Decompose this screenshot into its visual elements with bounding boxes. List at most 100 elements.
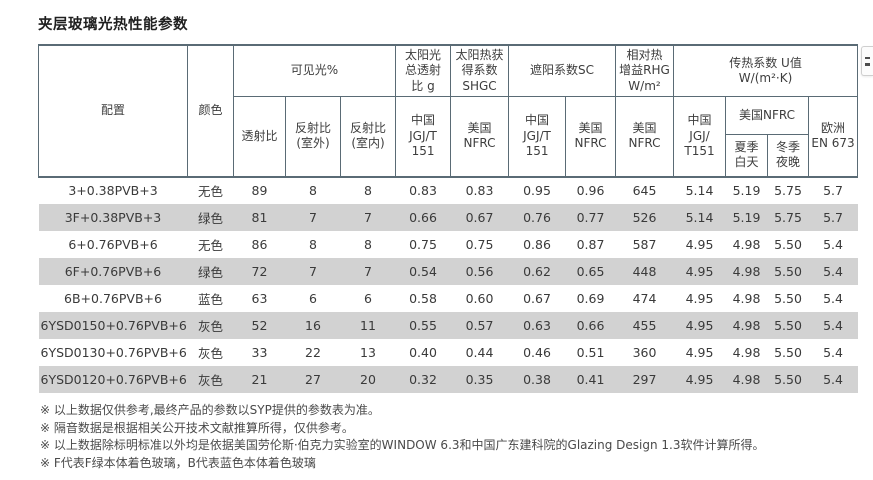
- table-cell: 645: [632, 183, 657, 199]
- table-cell: 455: [632, 317, 657, 333]
- table-cell: 8: [364, 236, 372, 252]
- table-cell: 4.95: [685, 317, 714, 333]
- table-cell: 0.86: [523, 236, 551, 252]
- edge-panel-handle-button[interactable]: [861, 46, 873, 76]
- table-cell: 5.7: [823, 209, 843, 225]
- table-body: 3+0.38PVB+3 无色 89 8 8 0.83 0.83 0.95 0.96 645 5.14…: [38, 177, 858, 393]
- table-cell: 0.38: [523, 371, 551, 387]
- col-header-reflectance-indoor: 反射比 (室内): [339, 96, 397, 178]
- table-cell: 7: [309, 209, 317, 225]
- table-cell: 5.4: [823, 344, 843, 360]
- table-cell: 0.54: [409, 263, 437, 279]
- table-cell: 4.98: [732, 371, 761, 387]
- table-cell: 5.50: [774, 263, 802, 279]
- table-cell: 0.66: [409, 209, 437, 225]
- table-cell: 0.96: [576, 183, 605, 199]
- table-cell: 21: [251, 371, 268, 387]
- table-cell: 0.35: [465, 371, 494, 387]
- col-header-transmittance: 透射比: [233, 96, 286, 178]
- table-cell: 89: [251, 183, 268, 199]
- table-cell: 587: [632, 236, 657, 252]
- table-cell: 无色: [197, 184, 223, 200]
- footnote-line: ※ 隔音数据是根据相关公开技术文献推算所得，仅供参考。: [40, 420, 354, 435]
- table-cell: 5.4: [823, 371, 843, 387]
- col-header-sc-china-jgj: 中国 JGJ/T 151: [508, 96, 567, 178]
- table-cell: 灰色: [197, 372, 223, 388]
- table-cell: 4.98: [732, 236, 761, 252]
- table-cell: 0.67: [523, 290, 551, 306]
- table-cell: 11: [360, 317, 376, 333]
- table-header: 配置 颜色 可见光% 太阳光 总透射 比 g 太阳热获 得系数 SHGC 遮阳系…: [38, 44, 859, 178]
- table-cell: 448: [632, 263, 657, 279]
- table-cell: 0.66: [576, 317, 605, 333]
- table-cell: 5.7: [823, 183, 843, 199]
- table-cell: 5.75: [774, 183, 802, 199]
- table-cell: 4.98: [732, 263, 761, 279]
- table-cell: 0.58: [409, 290, 437, 306]
- col-header-sc-nfrc: 美国 NFRC: [565, 96, 617, 178]
- table-cell: 蓝色: [197, 291, 223, 307]
- table-cell: 5.19: [732, 183, 761, 199]
- table-cell: 0.62: [523, 263, 551, 279]
- table-cell: 6+0.76PVB+6: [68, 236, 158, 252]
- table-cell: 5.50: [774, 290, 802, 306]
- table-cell: 6B+0.76PVB+6: [64, 290, 162, 306]
- table-cell: 0.63: [523, 317, 551, 333]
- table-cell: 灰色: [197, 318, 223, 334]
- table-cell: 4.98: [732, 317, 761, 333]
- table-cell: 5.14: [685, 209, 714, 225]
- col-header-u-en673: 欧洲 EN 673: [808, 96, 859, 178]
- table-cell: 7: [364, 209, 372, 225]
- table-cell: 8: [364, 183, 372, 199]
- table-cell: 绿色: [197, 210, 223, 226]
- table-cell: 0.41: [576, 371, 605, 387]
- footnotes: ※ 以上数据仅供参考,最终产品的参数以SYP提供的参数表为准。 ※ 隔音数据是根…: [40, 402, 765, 472]
- group-header-solar-g: 太阳光 总透射 比 g: [395, 44, 452, 98]
- table-cell: 0.76: [523, 209, 551, 225]
- col-header-shgc-nfrc: 美国 NFRC: [450, 96, 510, 178]
- table-cell: 5.4: [823, 317, 843, 333]
- table-row: 6YSD0150+0.76PVB+6 灰色 52 16 11 0.55 0.57 0.63 0.…: [38, 311, 858, 339]
- table-cell: 5.50: [774, 344, 802, 360]
- table-cell: 4.95: [685, 290, 714, 306]
- table-row: 6+0.76PVB+6 无色 86 8 8 0.75 0.75 0.86 0.87 587 4.95…: [39, 231, 858, 258]
- table-cell: 20: [360, 371, 376, 387]
- table-cell: 6: [309, 290, 317, 306]
- table-cell: 27: [305, 371, 321, 387]
- table-cell: 5.14: [685, 183, 714, 199]
- table-cell: 22: [305, 344, 321, 360]
- group-header-sc: 遮阳系数SC: [508, 44, 617, 98]
- table-cell: 81: [251, 209, 268, 225]
- table-cell: 526: [632, 209, 657, 225]
- table-cell: 0.69: [576, 290, 605, 306]
- table-cell: 4.98: [732, 290, 761, 306]
- col-header-summer-day: 夏季 白天: [725, 134, 769, 178]
- table-cell: 7: [309, 263, 317, 279]
- table-cell: 8: [309, 236, 317, 252]
- col-header-rhg-nfrc: 美国 NFRC: [615, 96, 675, 178]
- table-cell: 0.46: [523, 344, 551, 360]
- table-cell: 0.40: [409, 344, 437, 360]
- table-cell: 474: [632, 290, 657, 306]
- table-cell: 7: [364, 263, 372, 279]
- table-cell: 0.57: [465, 317, 494, 333]
- table-cell: 3F+0.38PVB+3: [64, 209, 162, 225]
- page-title: 夹层玻璃光热性能参数: [38, 17, 188, 33]
- table-cell: 5.50: [774, 371, 802, 387]
- table-cell: 0.83: [465, 183, 494, 199]
- table-cell: 5.50: [774, 317, 802, 333]
- table-cell: 0.32: [409, 371, 437, 387]
- table-cell: 0.51: [576, 344, 605, 360]
- table-cell: 0.56: [465, 263, 494, 279]
- table-cell: 5.4: [823, 263, 843, 279]
- table-cell: 0.87: [576, 236, 605, 252]
- col-header-config: 配置: [38, 44, 188, 178]
- handle-dash-icon: [865, 63, 870, 66]
- table-cell: 0.75: [409, 236, 437, 252]
- table-cell: 5.4: [823, 290, 843, 306]
- table-cell: 4.95: [685, 236, 714, 252]
- table-row: 3+0.38PVB+3 无色 89 8 8 0.83 0.83 0.95 0.96 645 5.14…: [39, 177, 858, 204]
- table-cell: 72: [251, 263, 268, 279]
- table-cell: 无色: [197, 237, 223, 253]
- table-cell: 5.4: [823, 236, 843, 252]
